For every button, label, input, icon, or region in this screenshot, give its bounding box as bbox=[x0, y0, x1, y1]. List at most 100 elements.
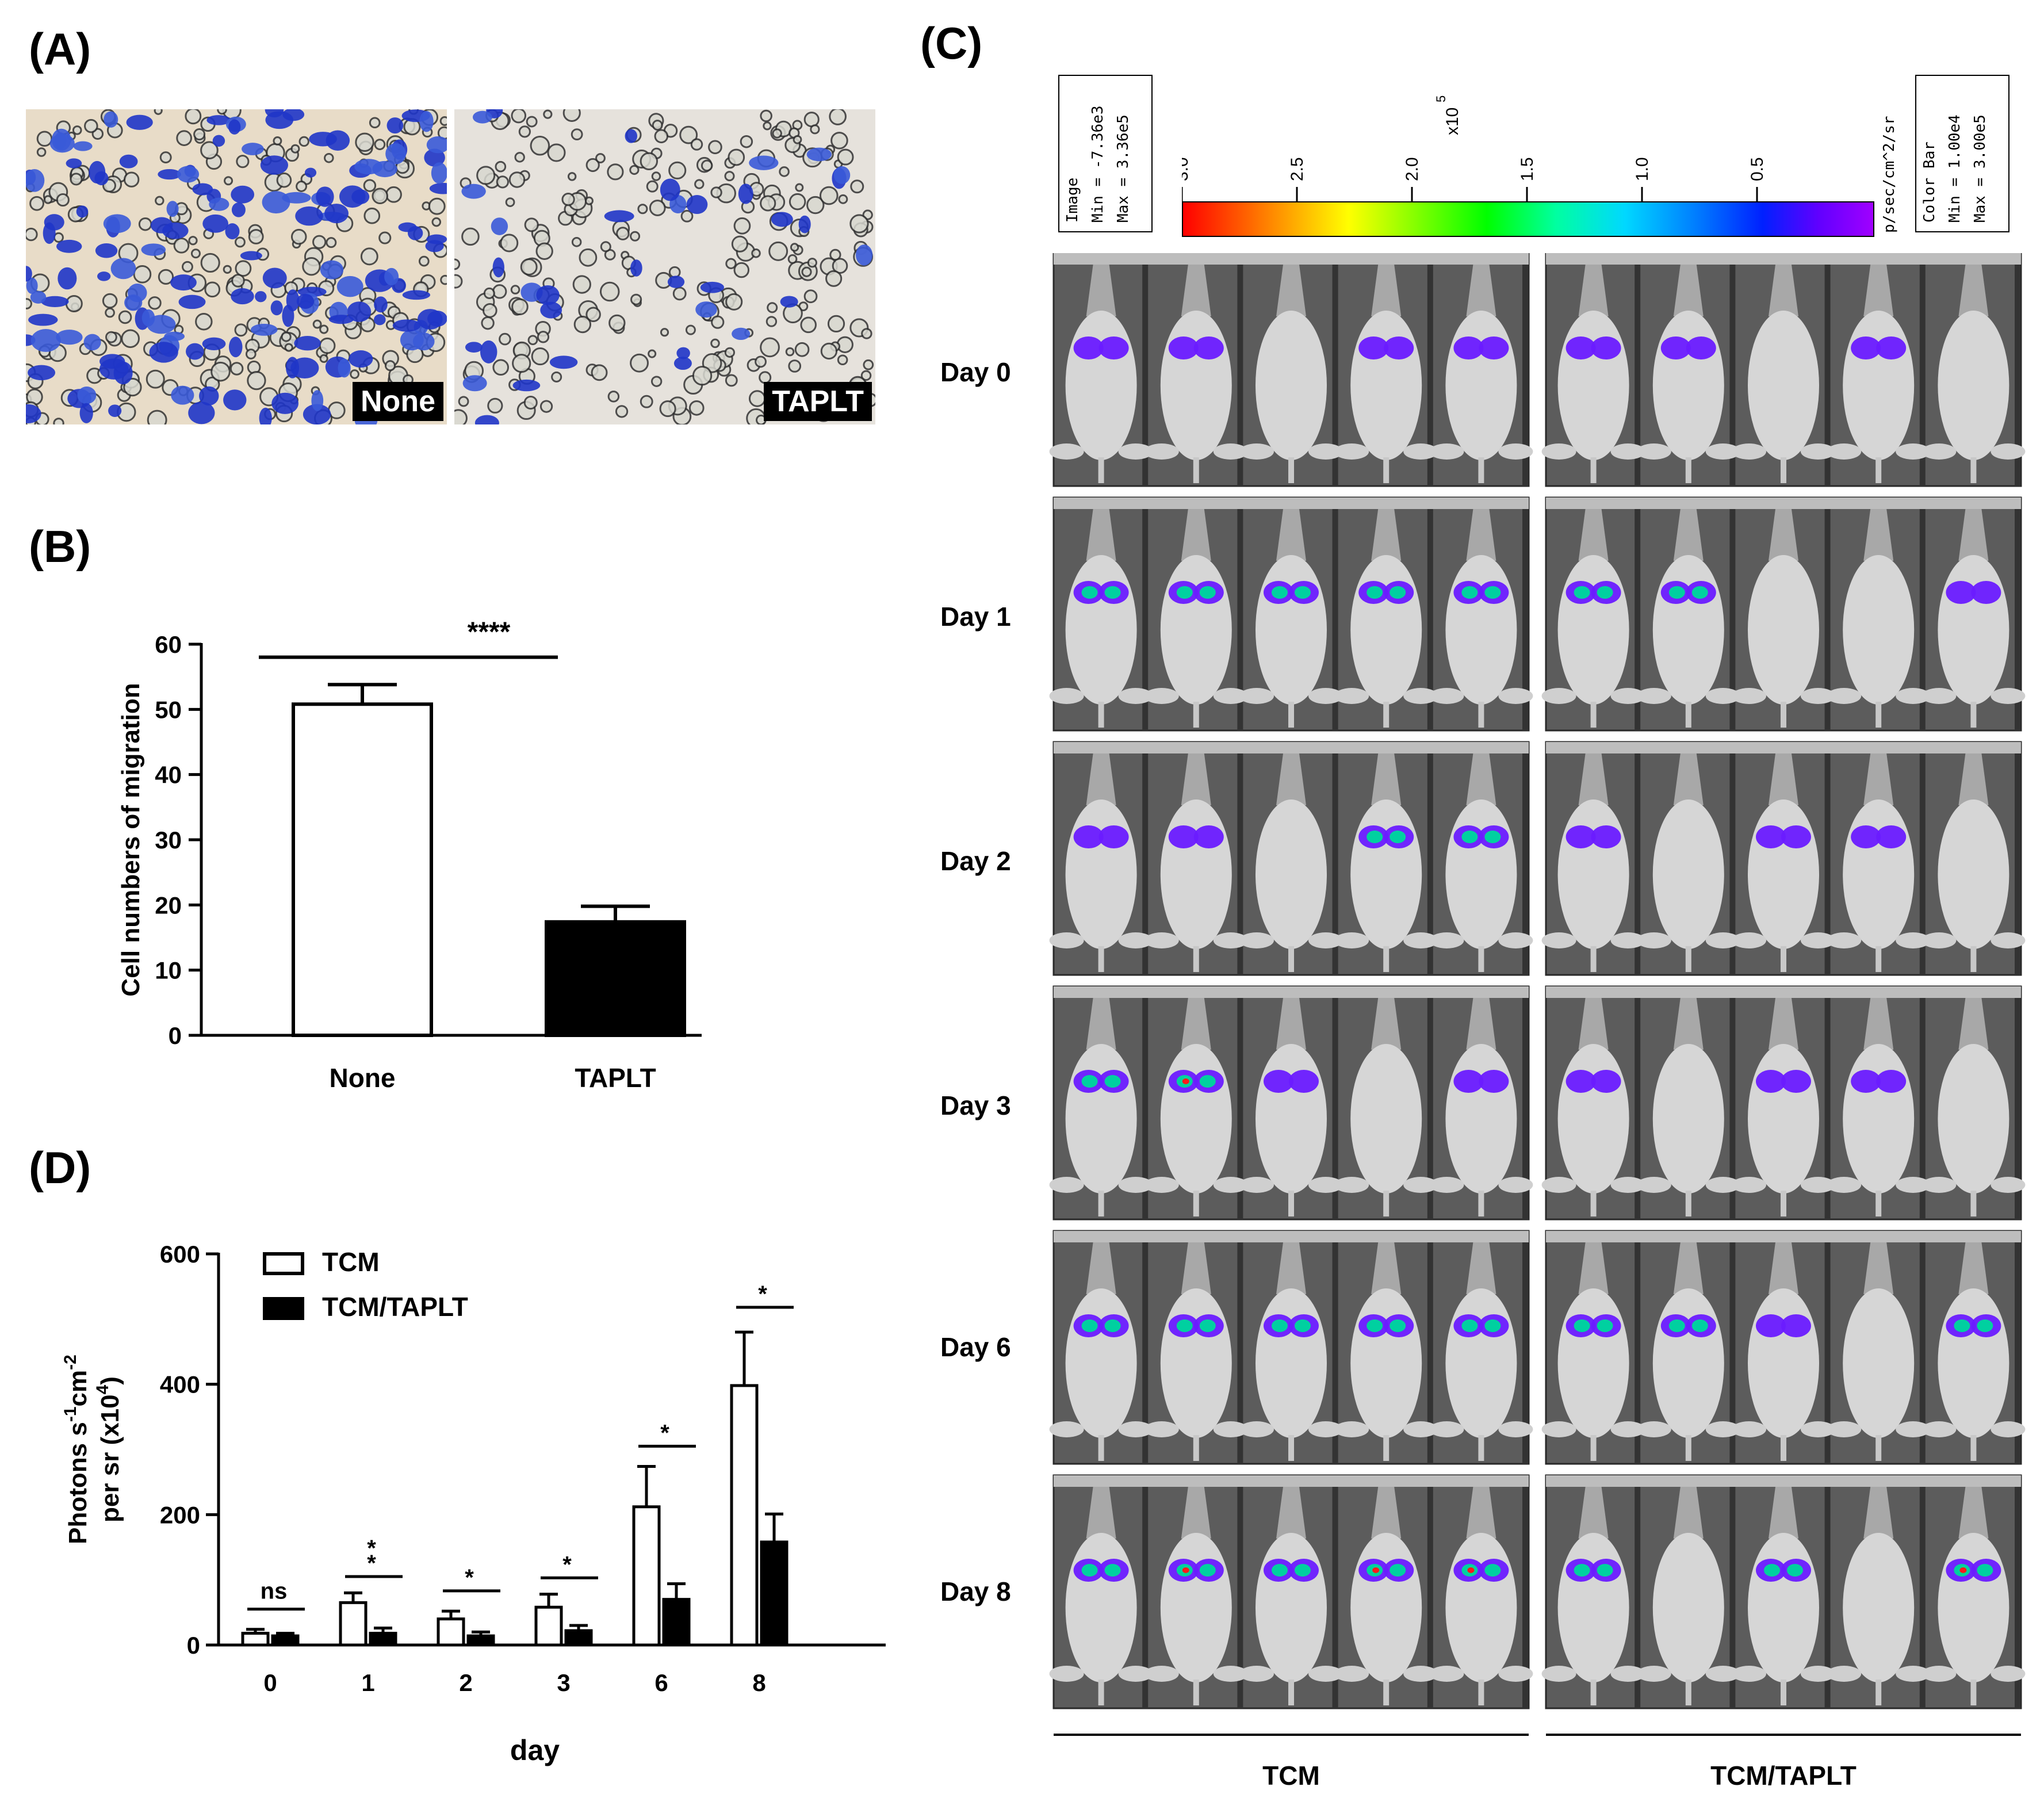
nose-cone bbox=[1673, 509, 1704, 561]
pore-circle bbox=[646, 180, 659, 193]
stained-cell bbox=[262, 191, 290, 214]
pore-circle bbox=[276, 172, 292, 188]
mouse-leg bbox=[1541, 1666, 1576, 1682]
migration-bar-chart: 0 10 20 30 40 50 60 Cell numbers of migration No… bbox=[117, 617, 702, 1093]
mouse-tail bbox=[1875, 1191, 1882, 1216]
pore-circle bbox=[629, 165, 640, 175]
stained-cell bbox=[26, 404, 41, 423]
pore-circle bbox=[526, 116, 538, 128]
mouse-leg bbox=[1705, 688, 1740, 704]
image-info-min: Min = -7.36e3 bbox=[1089, 105, 1107, 223]
mouse-body bbox=[1256, 1044, 1327, 1193]
signal-right bbox=[1479, 1070, 1509, 1093]
stained-cell bbox=[242, 143, 264, 155]
stained-cell bbox=[223, 389, 247, 411]
nose-cone bbox=[1466, 1242, 1496, 1294]
signal-core bbox=[1764, 1564, 1780, 1577]
stained-cell bbox=[26, 277, 38, 294]
pore-circle bbox=[523, 395, 538, 410]
stained-cell bbox=[491, 217, 508, 235]
pore-circle bbox=[779, 166, 790, 177]
micrograph-taplt: TAPLT bbox=[454, 109, 875, 424]
pore-circle bbox=[654, 129, 669, 144]
pore-circle bbox=[53, 232, 64, 243]
x-tick-label: 2 bbox=[459, 1669, 472, 1696]
colorbar-ticks: 3.0 2.5 2.0 1.5 1.0 0.5 x10 5 bbox=[1182, 95, 1767, 201]
signal-left bbox=[1565, 1070, 1596, 1093]
pore-circle bbox=[711, 315, 725, 329]
pore-circle bbox=[725, 374, 738, 387]
nose-cone bbox=[1276, 265, 1306, 316]
mouse-leg bbox=[1334, 443, 1369, 460]
nose-cone bbox=[1578, 265, 1609, 316]
pore-circle bbox=[733, 217, 751, 235]
frame-bar bbox=[1054, 1231, 1529, 1242]
mouse-body bbox=[1350, 1533, 1422, 1682]
signal-core bbox=[1484, 831, 1501, 843]
signal-core bbox=[1176, 586, 1193, 599]
mouse-leg bbox=[1144, 932, 1179, 948]
stained-cell bbox=[427, 311, 447, 327]
mouse-body bbox=[1160, 311, 1232, 460]
pore-circle bbox=[585, 158, 600, 173]
pore-circle bbox=[520, 258, 538, 276]
signal-left bbox=[1073, 336, 1104, 359]
signal-core bbox=[1367, 1319, 1383, 1332]
signal-core bbox=[1104, 1564, 1121, 1577]
stained-cell bbox=[374, 314, 386, 326]
y-tick-label: 50 bbox=[155, 696, 182, 723]
mouse-leg bbox=[1049, 1177, 1084, 1193]
signal-core bbox=[1597, 586, 1613, 599]
pore-circle bbox=[692, 365, 713, 386]
stained-cell bbox=[374, 296, 388, 313]
mouse-tail bbox=[1478, 946, 1484, 972]
mouse-leg bbox=[1541, 688, 1576, 704]
bar-tcm bbox=[437, 1617, 465, 1647]
mouse-tail bbox=[1478, 702, 1484, 728]
mouse-tail bbox=[1590, 1191, 1597, 1216]
nose-cone bbox=[1958, 265, 1989, 316]
mouse-body bbox=[1160, 799, 1232, 949]
significance-label: * bbox=[465, 1565, 474, 1590]
nose-cone bbox=[1769, 1487, 1798, 1539]
pore-circle bbox=[793, 135, 802, 144]
stained-cell bbox=[26, 169, 45, 192]
signal-right bbox=[1479, 336, 1509, 359]
pore-circle bbox=[724, 171, 735, 182]
mouse-body bbox=[1350, 1044, 1422, 1193]
pore-circle bbox=[36, 147, 47, 157]
pore-circle bbox=[158, 269, 174, 285]
pore-circle bbox=[810, 124, 820, 135]
signal-core bbox=[1977, 1564, 1993, 1577]
mouse-body bbox=[1350, 555, 1422, 705]
mouse-leg bbox=[1610, 932, 1645, 948]
pore-circle bbox=[454, 258, 461, 270]
stained-cell bbox=[676, 347, 690, 359]
mouse-tail bbox=[1193, 702, 1199, 728]
mouse-tail bbox=[1193, 1435, 1199, 1461]
pore-circle bbox=[850, 179, 864, 194]
day-label: Day 0 bbox=[940, 357, 1011, 387]
pore-circle bbox=[640, 395, 653, 408]
nose-cone bbox=[1181, 509, 1211, 561]
stained-cell bbox=[43, 222, 56, 244]
mouse-tail bbox=[1383, 1680, 1390, 1705]
mouse-body bbox=[1938, 1288, 2009, 1438]
pore-circle bbox=[193, 128, 206, 141]
pore-circle bbox=[454, 409, 468, 424]
significance-label: **** bbox=[468, 617, 511, 648]
pore-circle bbox=[312, 235, 327, 249]
stained-cell bbox=[178, 294, 206, 309]
nose-cone bbox=[1466, 265, 1496, 316]
nose-cone bbox=[1958, 1242, 1989, 1294]
signal-right bbox=[1686, 336, 1716, 359]
stained-cell bbox=[225, 223, 240, 240]
signal-core bbox=[1668, 1319, 1685, 1332]
mouse-tail bbox=[1590, 1680, 1597, 1705]
mouse-body bbox=[1065, 1533, 1137, 1682]
stained-cell bbox=[540, 301, 562, 319]
signal-core bbox=[1104, 586, 1121, 599]
bar-tcm-taplt bbox=[662, 1598, 691, 1647]
stained-cell bbox=[304, 167, 317, 178]
signal-left bbox=[1756, 825, 1786, 848]
